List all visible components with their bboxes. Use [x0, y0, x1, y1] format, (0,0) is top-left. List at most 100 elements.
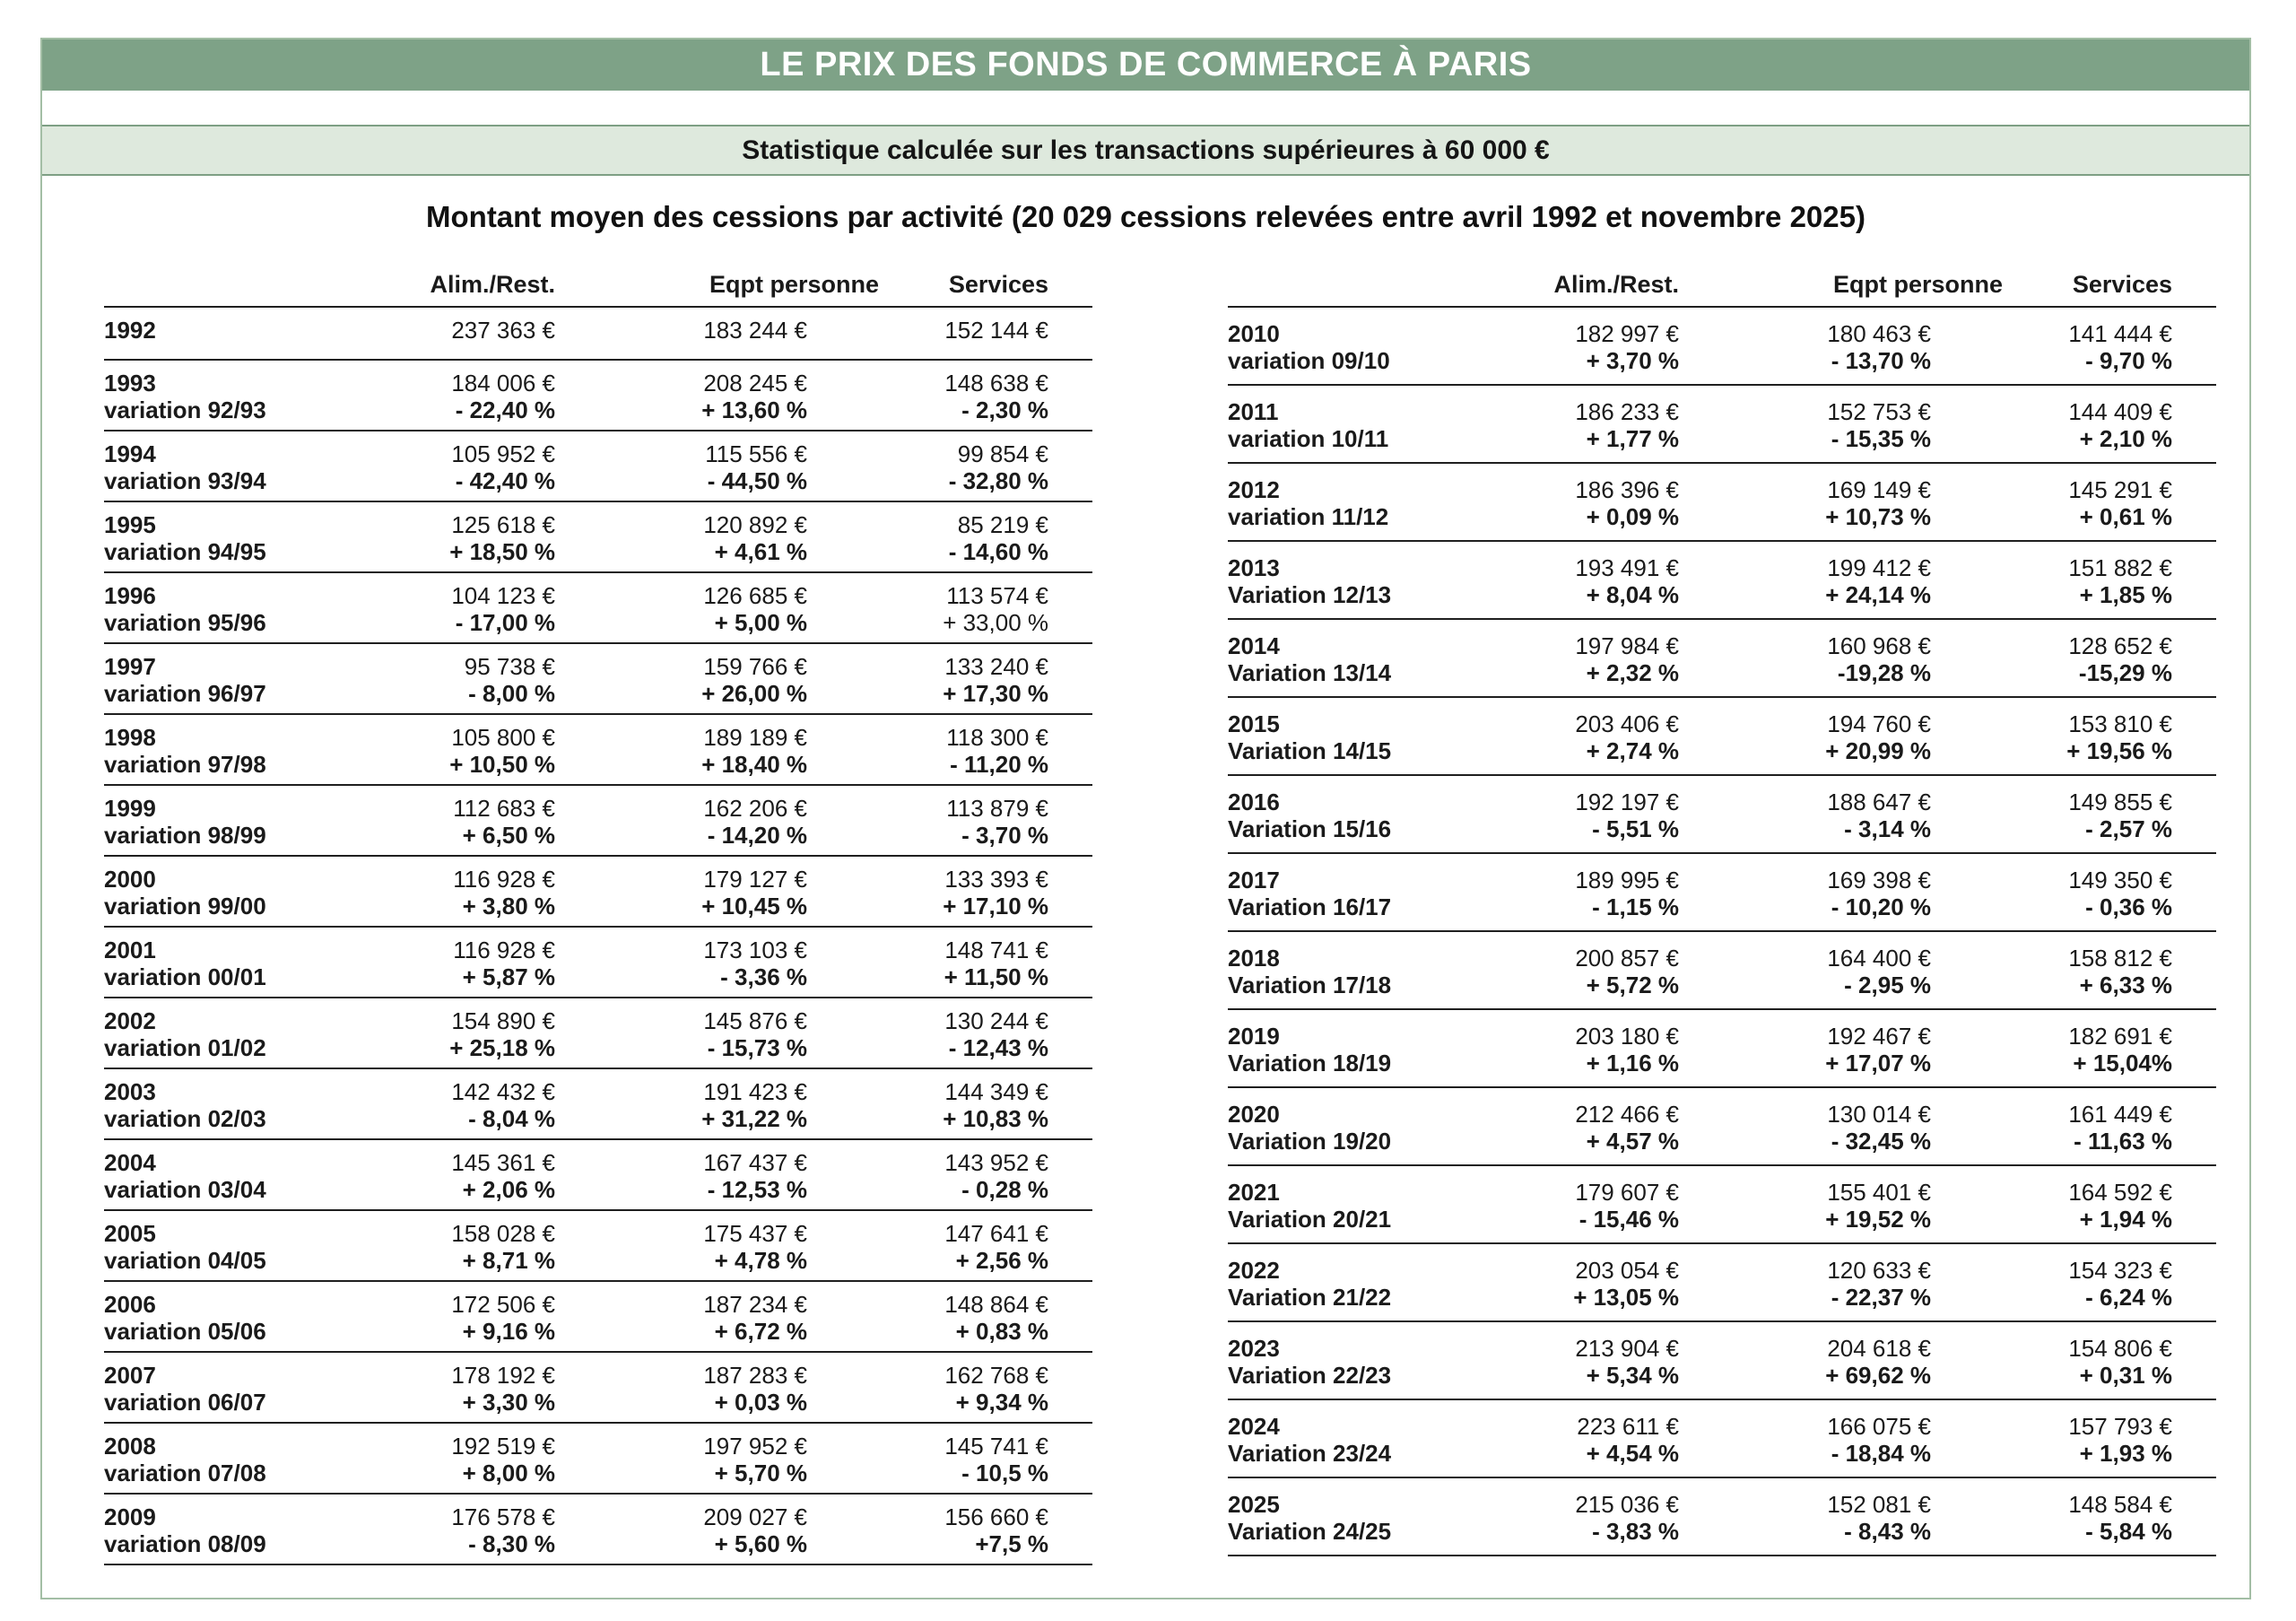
value-eqpt-personne: 197 952 €	[703, 1433, 807, 1460]
value-row: 2025 215 036 € 152 081 € 148 584 €	[1228, 1491, 2216, 1518]
year-label: 2002	[104, 1007, 156, 1034]
year-label: 2018	[1228, 945, 1280, 972]
value-eqpt-personne: 192 467 €	[1827, 1023, 1931, 1050]
variation-alim-rest: + 1,16 %	[1586, 1050, 1679, 1076]
variation-eqpt-personne: - 18,84 %	[1831, 1440, 1931, 1467]
page-subtitle: Statistique calculée sur les transaction…	[742, 135, 1550, 165]
variation-services: - 11,63 %	[2074, 1128, 2172, 1155]
value-alim-rest: 182 997 €	[1575, 320, 1679, 347]
variation-label: variation 94/95	[104, 538, 266, 565]
variation-eqpt-personne: - 8,43 %	[1844, 1518, 1931, 1545]
year-label: 2014	[1228, 632, 1280, 659]
value-services: 133 393 €	[944, 866, 1048, 893]
value-alim-rest: 154 890 €	[451, 1007, 555, 1034]
variation-label: variation 92/93	[104, 397, 266, 423]
year-block: 2007 178 192 € 187 283 € 162 768 € varia…	[104, 1353, 1092, 1424]
value-alim-rest: 116 928 €	[453, 937, 555, 963]
value-eqpt-personne: 162 206 €	[703, 795, 807, 822]
value-row: 1997 95 738 € 159 766 € 133 240 €	[104, 653, 1092, 680]
variation-eqpt-personne: + 19,52 %	[1825, 1206, 1931, 1233]
value-services: 148 584 €	[2068, 1491, 2172, 1518]
year-block: 2002 154 890 € 145 876 € 130 244 € varia…	[104, 998, 1092, 1069]
year-label: 2023	[1228, 1335, 1280, 1362]
year-block: 2016 192 197 € 188 647 € 149 855 € Varia…	[1228, 776, 2216, 854]
variation-services: + 33,00 %	[943, 609, 1048, 636]
variation-row: Variation 19/20 + 4,57 % - 32,45 % - 11,…	[1228, 1128, 2216, 1155]
column-header-services: Services	[2072, 271, 2172, 298]
variation-services: + 1,94 %	[2079, 1206, 2172, 1233]
value-row: 2017 189 995 € 169 398 € 149 350 €	[1228, 867, 2216, 893]
variation-row: Variation 24/25 - 3,83 % - 8,43 % - 5,84…	[1228, 1518, 2216, 1545]
value-eqpt-personne: 145 876 €	[703, 1007, 807, 1034]
variation-services: - 11,20 %	[950, 751, 1048, 778]
year-label: 1997	[104, 653, 156, 680]
variation-alim-rest: + 8,71 %	[462, 1247, 555, 1274]
variation-eqpt-personne: - 15,73 %	[707, 1034, 807, 1061]
variation-label: variation 96/97	[104, 680, 266, 707]
value-services: 154 323 €	[2068, 1257, 2172, 1284]
year-label: 2019	[1228, 1023, 1280, 1050]
year-label: 2003	[104, 1078, 156, 1105]
value-eqpt-personne: 199 412 €	[1827, 554, 1931, 581]
variation-label: Variation 13/14	[1228, 659, 1392, 686]
value-services: 113 879 €	[946, 795, 1048, 822]
value-eqpt-personne: 160 968 €	[1827, 632, 1931, 659]
variation-services: + 19,56 %	[2066, 737, 2172, 764]
variation-alim-rest: + 0,09 %	[1586, 503, 1679, 530]
value-services: 156 660 €	[944, 1503, 1048, 1530]
variation-eqpt-personne: - 32,45 %	[1831, 1128, 1931, 1155]
variation-label: Variation 21/22	[1228, 1284, 1392, 1311]
value-alim-rest: 223 611 €	[1577, 1413, 1679, 1440]
value-alim-rest: 197 984 €	[1575, 632, 1679, 659]
variation-eqpt-personne: + 5,00 %	[714, 609, 807, 636]
value-eqpt-personne: 204 618 €	[1827, 1335, 1931, 1362]
variation-services: + 0,61 %	[2079, 503, 2172, 530]
value-row: 2009 176 578 € 209 027 € 156 660 €	[104, 1503, 1092, 1530]
year-block: 2000 116 928 € 179 127 € 133 393 € varia…	[104, 857, 1092, 928]
variation-alim-rest: - 15,46 %	[1578, 1206, 1679, 1233]
value-row: 1993 184 006 € 208 245 € 148 638 €	[104, 370, 1092, 397]
variation-eqpt-personne: + 24,14 %	[1825, 581, 1931, 608]
value-row: 2007 178 192 € 187 283 € 162 768 €	[104, 1362, 1092, 1389]
value-services: 141 444 €	[2068, 320, 2172, 347]
year-block: 2005 158 028 € 175 437 € 147 641 € varia…	[104, 1211, 1092, 1282]
value-eqpt-personne: 208 245 €	[703, 370, 807, 397]
year-block: 2003 142 432 € 191 423 € 144 349 € varia…	[104, 1069, 1092, 1140]
variation-row: Variation 22/23 + 5,34 % + 69,62 % + 0,3…	[1228, 1362, 2216, 1389]
year-block: 2008 192 519 € 197 952 € 145 741 € varia…	[104, 1424, 1092, 1495]
variation-services: + 17,10 %	[943, 893, 1048, 919]
value-services: 144 409 €	[2068, 398, 2172, 425]
column-header-services: Services	[948, 271, 1048, 298]
year-label: 2025	[1228, 1491, 1280, 1518]
variation-services: + 2,56 %	[955, 1247, 1048, 1274]
value-row: 2008 192 519 € 197 952 € 145 741 €	[104, 1433, 1092, 1460]
variation-row: variation 92/93 - 22,40 % + 13,60 % - 2,…	[104, 397, 1092, 423]
variation-alim-rest: + 1,77 %	[1586, 425, 1679, 452]
value-alim-rest: 105 952 €	[451, 440, 555, 467]
variation-services: - 2,30 %	[961, 397, 1048, 423]
variation-alim-rest: - 5,51 %	[1592, 815, 1679, 842]
year-label: 1992	[104, 317, 156, 344]
year-label: 2000	[104, 866, 156, 893]
variation-label: Variation 20/21	[1228, 1206, 1392, 1233]
variation-row: Variation 18/19 + 1,16 % + 17,07 % + 15,…	[1228, 1050, 2216, 1076]
variation-eqpt-personne: - 10,20 %	[1831, 893, 1931, 920]
value-services: 164 592 €	[2068, 1179, 2172, 1206]
value-eqpt-personne: 188 647 €	[1827, 789, 1931, 815]
variation-label: variation 11/12	[1228, 503, 1389, 530]
year-label: 2016	[1228, 789, 1280, 815]
value-eqpt-personne: 115 556 €	[705, 440, 807, 467]
year-block: 2004 145 361 € 167 437 € 143 952 € varia…	[104, 1140, 1092, 1211]
variation-services: - 0,36 %	[2085, 893, 2172, 920]
variation-alim-rest: - 8,04 %	[468, 1105, 555, 1132]
variation-alim-rest: + 5,72 %	[1586, 972, 1679, 998]
variation-alim-rest: - 22,40 %	[455, 397, 555, 423]
variation-row: Variation 13/14 + 2,32 % -19,28 % -15,29…	[1228, 659, 2216, 686]
variation-eqpt-personne: + 10,45 %	[701, 893, 807, 919]
year-label: 1998	[104, 724, 156, 751]
year-label: 1995	[104, 511, 156, 538]
value-services: 128 652 €	[2068, 632, 2172, 659]
subtitle-bar: Statistique calculée sur les transaction…	[42, 125, 2249, 176]
variation-services: +7,5 %	[975, 1530, 1048, 1557]
value-services: 151 882 €	[2068, 554, 2172, 581]
